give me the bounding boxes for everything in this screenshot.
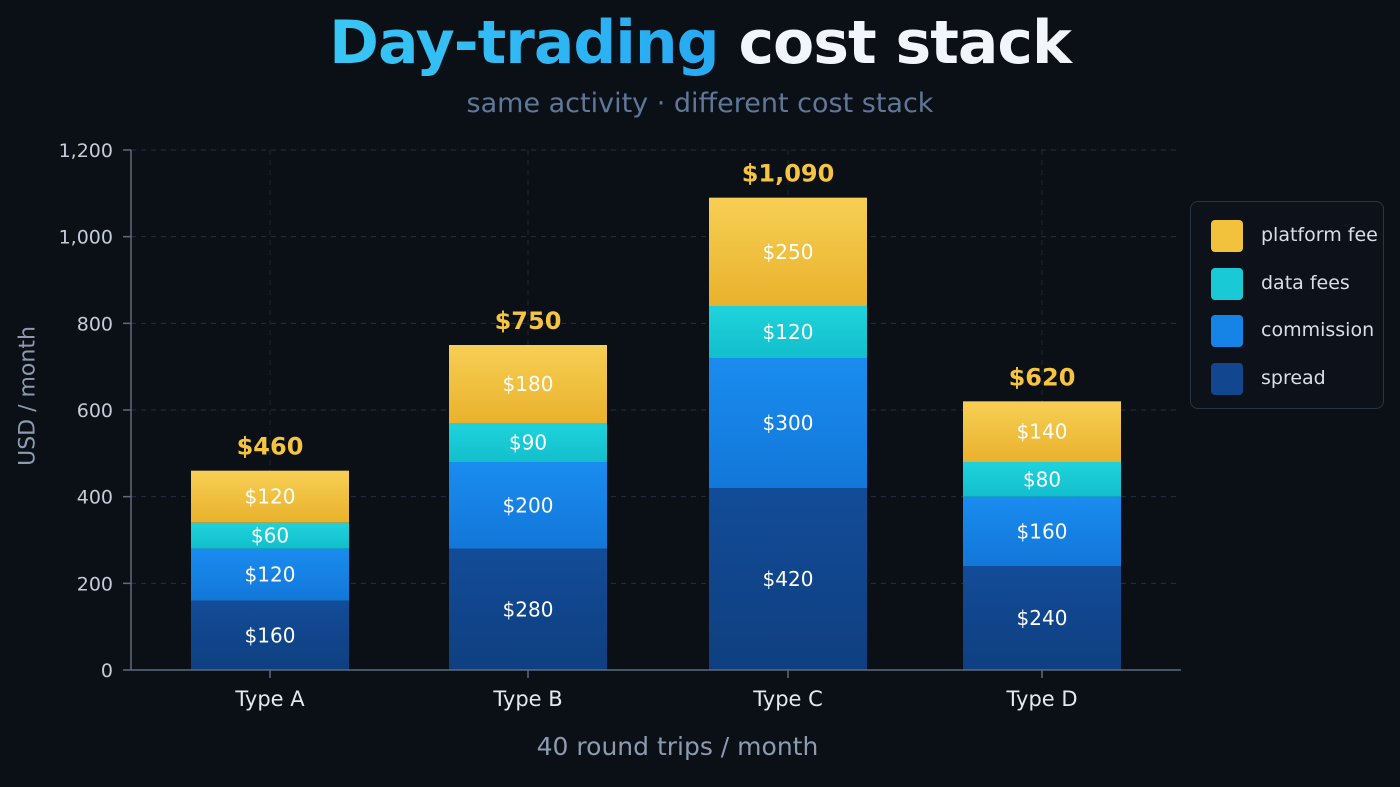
- bar-layer: [191, 197, 1121, 670]
- segment-value-label: $160: [1017, 519, 1068, 543]
- segment-value-label: $280: [503, 597, 554, 621]
- bar-segment-platform-fee: [191, 470, 349, 523]
- bar-segment-platform-fee: [963, 401, 1121, 462]
- bar-segment-commission: [449, 462, 607, 549]
- total-label: $620: [1009, 363, 1076, 391]
- legend: platform fee data fees commission spread: [1190, 201, 1384, 409]
- legend-swatch: [1211, 220, 1243, 252]
- bar-segment-commission: [191, 548, 349, 601]
- x-tick-label: Type B: [492, 687, 562, 711]
- bar-segment-platform-fee: [449, 345, 607, 423]
- y-tick-label: 800: [77, 313, 113, 335]
- segment-value-label: $300: [763, 411, 814, 435]
- bar-segment-data-fees: [963, 462, 1121, 497]
- legend-item-spread: spread: [1211, 362, 1381, 395]
- y-tick-label: 200: [77, 573, 113, 595]
- bar-segment-data-fees: [709, 306, 867, 358]
- legend-label: commission: [1261, 319, 1375, 341]
- bar-segment-commission: [963, 496, 1121, 566]
- chart-title-accent: Day-trading: [329, 8, 719, 78]
- segment-value-label: $140: [1017, 420, 1068, 444]
- legend-item-data-fees: data fees: [1211, 267, 1381, 300]
- legend-item-platform-fee: platform fee: [1211, 220, 1381, 252]
- y-tick-label: 1,200: [59, 140, 113, 162]
- total-label: $1,090: [742, 160, 835, 188]
- segment-value-label: $120: [763, 320, 814, 344]
- legend-swatch: [1211, 362, 1243, 395]
- segment-value-label: $120: [245, 563, 296, 587]
- legend-swatch: [1211, 315, 1243, 347]
- legend-swatch: [1211, 267, 1243, 300]
- bar-segment-spread: [449, 548, 607, 670]
- bar-segment-spread: [709, 488, 867, 670]
- bar-segment-data-fees: [449, 423, 607, 462]
- bar-segment-data-fees: [191, 522, 349, 549]
- total-label: $750: [495, 307, 562, 335]
- chart-subtitle: same activity · different cost stack: [466, 88, 934, 119]
- bar-segment-spread: [963, 566, 1121, 670]
- y-tick-label: 400: [77, 487, 113, 509]
- bar-segment-spread: [191, 600, 349, 670]
- segment-value-label: $240: [1017, 606, 1068, 630]
- y-tick-label: 600: [77, 400, 113, 422]
- segment-value-label: $180: [503, 372, 554, 396]
- x-tick-label: Type C: [752, 687, 823, 711]
- bar-segment-commission: [709, 358, 867, 488]
- segment-value-label: $200: [503, 493, 554, 517]
- axis-layer: 0 200 400 600 800 1,000 1,200 Type A Type B Type …: [59, 140, 1181, 711]
- legend-label: platform fee: [1261, 224, 1378, 246]
- legend-label: data fees: [1261, 271, 1350, 294]
- chart-title-rest: cost stack: [738, 8, 1071, 78]
- legend-item-commission: commission: [1211, 315, 1381, 347]
- segment-value-label: $80: [1023, 467, 1061, 491]
- segment-value-label: $90: [509, 431, 547, 455]
- x-tick-label: Type D: [1005, 687, 1077, 711]
- segment-value-label: $60: [251, 524, 289, 548]
- x-axis-title: 40 round trips / month: [536, 732, 819, 761]
- label-layer: $160 $120 $60 $120 $460 $280 $200 $90 $180 $750 $4…: [237, 160, 1076, 648]
- x-tick-label: Type A: [234, 687, 305, 711]
- y-axis-title: USD / month: [15, 326, 41, 466]
- y-tick-label: 1,000: [59, 227, 113, 249]
- segment-value-label: $420: [763, 567, 814, 591]
- segment-value-label: $160: [245, 623, 296, 647]
- bar-segment-platform-fee: [709, 197, 867, 306]
- total-label: $460: [237, 433, 304, 461]
- y-tick-label: 0: [101, 660, 113, 682]
- chart-title: Day-trading cost stack: [0, 8, 1400, 78]
- segment-value-label: $250: [763, 240, 814, 264]
- legend-label: spread: [1261, 366, 1326, 389]
- segment-value-label: $120: [245, 485, 296, 509]
